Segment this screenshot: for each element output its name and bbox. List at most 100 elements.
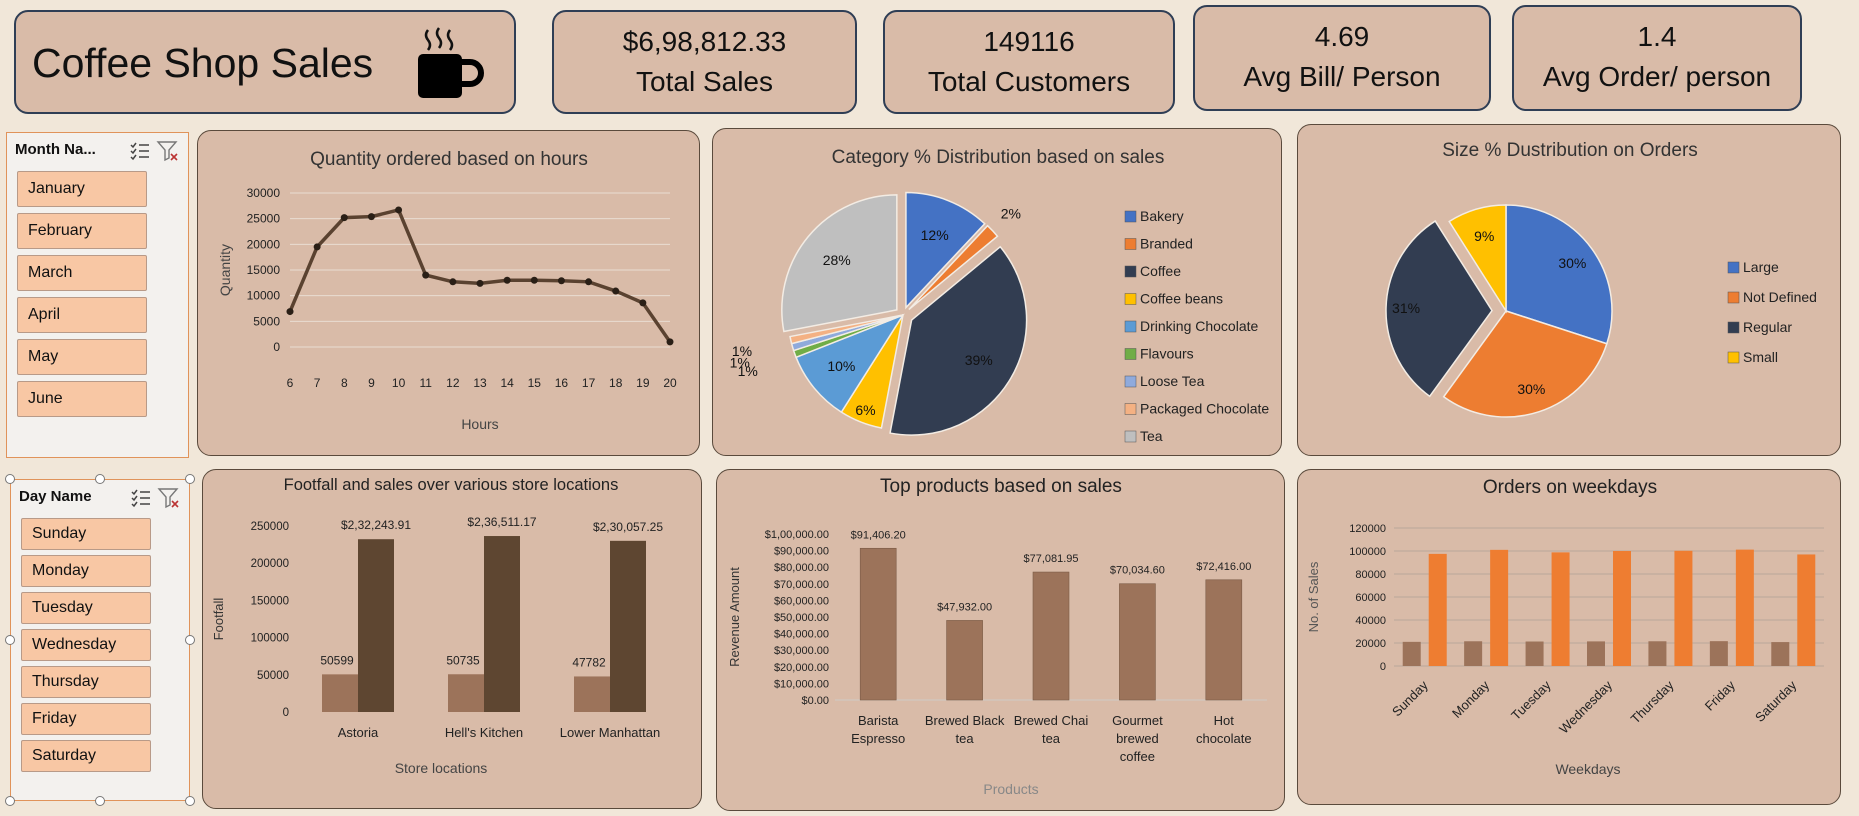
chart-title: Top products based on sales	[880, 476, 1122, 497]
x-axis-label: Store locations	[395, 760, 488, 776]
data-label: $77,081.95	[1023, 553, 1078, 565]
bar	[1709, 641, 1728, 666]
slicer-item-tuesday[interactable]: Tuesday	[21, 592, 151, 624]
clear-filter-icon[interactable]	[157, 486, 181, 510]
kpi-value: $6,98,812.33	[622, 26, 787, 57]
legend-label: Small	[1743, 349, 1778, 365]
bar	[1119, 583, 1156, 701]
x-tick-label: 14	[500, 376, 514, 390]
slicer-item-sunday[interactable]: Sunday	[21, 518, 151, 550]
legend-label: Packaged Chocolate	[1140, 401, 1269, 417]
x-tick-label: 10	[392, 376, 406, 390]
resize-handle[interactable]	[5, 635, 15, 645]
x-tick-label: 12	[446, 376, 460, 390]
resize-handle[interactable]	[5, 796, 15, 806]
x-axis-label: Hours	[461, 416, 498, 432]
legend-swatch	[1124, 430, 1137, 443]
legend-label: Drinking Chocolate	[1140, 318, 1258, 334]
slicer-item-saturday[interactable]: Saturday	[21, 740, 151, 772]
bar	[1490, 549, 1509, 666]
y-axis-label: No. of Sales	[1306, 561, 1321, 632]
data-label: $47,932.00	[937, 601, 992, 613]
x-tick-label: 15	[528, 376, 542, 390]
bar	[1525, 641, 1544, 666]
y-axis-label: Revenue Amount	[727, 567, 742, 667]
bar	[1402, 641, 1421, 666]
pie-slice	[905, 191, 986, 310]
bar	[1032, 571, 1070, 701]
x-tick-label: Wednesday	[1556, 677, 1615, 736]
slicer-item-monday[interactable]: Monday	[21, 555, 151, 587]
slice-label: 12%	[921, 227, 949, 243]
data-point	[476, 279, 484, 287]
resize-handle[interactable]	[185, 796, 195, 806]
y-tick-label: 150000	[251, 595, 289, 607]
x-tick-label: 9	[368, 376, 375, 390]
pie-slice	[908, 224, 999, 311]
size-pie-chart: Size % Dustribution on Orders 30% 30% 31% 9%…	[1297, 124, 1841, 456]
y-tick-label: $70,000.00	[774, 579, 829, 591]
bar	[1771, 642, 1790, 666]
resize-handle[interactable]	[185, 635, 195, 645]
slicer-item-wednesday[interactable]: Wednesday	[21, 629, 151, 661]
pie-slice	[1442, 310, 1608, 418]
resize-handle[interactable]	[95, 474, 105, 484]
resize-handle[interactable]	[5, 474, 15, 484]
y-tick-label: 10000	[247, 289, 281, 303]
bar	[859, 547, 897, 701]
chart-title: Size % Dustribution on Orders	[1442, 140, 1698, 161]
y-tick-label: $30,000.00	[774, 645, 829, 657]
slicer-item-march[interactable]: March	[17, 255, 147, 291]
y-tick-label: $60,000.00	[774, 595, 829, 607]
chart-svg: Category % Distribution based on sales 12…	[730, 147, 1270, 444]
resize-handle[interactable]	[185, 474, 195, 484]
slice-label: 30%	[1558, 255, 1586, 271]
slicer-item-thursday[interactable]: Thursday	[21, 666, 151, 698]
data-label: $2,30,057.25	[593, 520, 663, 534]
slicer-item-june[interactable]: June	[17, 381, 147, 417]
x-tick-label: chocolate	[1196, 731, 1252, 746]
resize-handle[interactable]	[95, 796, 105, 806]
kpi-label: Avg Bill/ Person	[1243, 61, 1441, 92]
kpi-label: Total Sales	[636, 66, 773, 97]
slicer-item-friday[interactable]: Friday	[21, 703, 151, 735]
x-tick-label: brewed	[1116, 731, 1159, 746]
multi-select-icon[interactable]	[129, 486, 153, 510]
legend-label: Bakery	[1140, 208, 1184, 224]
slicer-item-may[interactable]: May	[17, 339, 147, 375]
y-tick-label: 50000	[257, 670, 289, 682]
chart-title: Orders on weekdays	[1483, 477, 1657, 498]
y-tick-label: 25000	[247, 212, 281, 226]
bar	[448, 674, 484, 712]
day-slicer[interactable]: Day Name Sunday Monday Tuesday Wednesday…	[10, 479, 190, 801]
slicer-item-april[interactable]: April	[17, 297, 147, 333]
data-label: $72,416.00	[1196, 561, 1251, 573]
slicer-item-january[interactable]: January	[17, 171, 147, 207]
month-slicer[interactable]: Month Na... January February March April…	[6, 132, 189, 458]
y-axis-label: Footfall	[211, 598, 226, 641]
legend-swatch	[1124, 375, 1137, 388]
title-card: Coffee Shop Sales	[14, 10, 516, 114]
clear-filter-icon[interactable]	[156, 139, 180, 163]
chart-svg: Orders on weekdays 0 20000 40000 60000 80000 1…	[1306, 477, 1824, 777]
y-tick-label: 60000	[1355, 592, 1386, 604]
pie-slice	[889, 245, 1028, 436]
multi-select-icon[interactable]	[128, 139, 152, 163]
data-label: 50599	[320, 653, 354, 667]
legend-swatch	[1124, 238, 1137, 250]
bar	[1428, 553, 1447, 666]
bar	[946, 620, 983, 701]
chart-svg: Size % Dustribution on Orders 30% 30% 31% 9%…	[1385, 140, 1817, 418]
x-tick-label: 6	[287, 376, 294, 390]
dashboard-title: Coffee Shop Sales	[32, 40, 374, 86]
data-label: $2,36,511.17	[467, 515, 537, 529]
x-tick-label: 17	[582, 376, 596, 390]
slicer-item-february[interactable]: February	[17, 213, 147, 249]
data-point	[286, 308, 294, 316]
slice-label: 1%	[730, 354, 750, 370]
legend-swatch	[1124, 348, 1137, 360]
kpi-value: 4.69	[1314, 21, 1370, 52]
slice-label: 1%	[738, 363, 758, 379]
data-label: 47782	[572, 655, 606, 669]
slice-label: 9%	[1474, 228, 1494, 244]
